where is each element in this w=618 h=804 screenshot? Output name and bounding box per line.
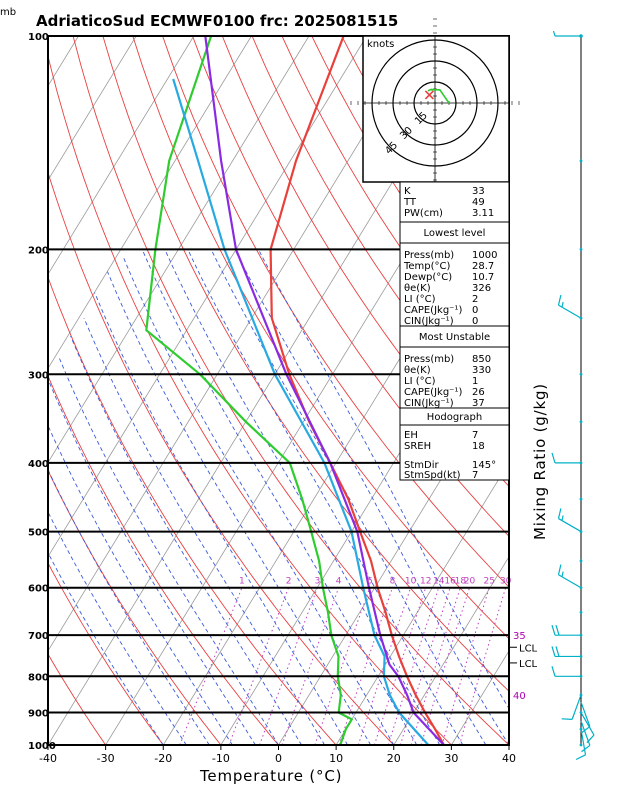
x-tick-label: -20: [154, 752, 172, 765]
pressure-unit-label: mb: [0, 7, 16, 18]
pressure-tick-label: 200: [28, 245, 49, 256]
index-value: 33: [472, 186, 485, 197]
x-tick-label: 10: [329, 752, 343, 765]
index-label: θe(K): [404, 283, 431, 294]
wind-level-dot: [580, 744, 583, 747]
pressure-tick-label: 600: [28, 584, 49, 595]
mixing-ratio-label: 6: [367, 577, 373, 587]
mixing-ratio-label: 14: [433, 577, 445, 587]
x-tick-label: 0: [275, 752, 282, 765]
dry-adiabat-label: 35: [513, 631, 526, 642]
hodograph-frame: [363, 36, 509, 182]
index-label: CIN(Jkg⁻¹): [404, 398, 454, 409]
chart-title: AdriaticoSud ECMWF0100 frc: 2025081515: [36, 12, 398, 30]
mixing-ratio-label: 25: [484, 577, 495, 587]
hodograph-unit-label: knots: [367, 39, 394, 50]
index-label: CAPE(Jkg⁻¹): [404, 305, 462, 316]
index-value: 18: [472, 441, 485, 452]
pressure-tick-label: 800: [28, 672, 49, 683]
index-label: Dewp(°C): [404, 272, 452, 283]
pressure-tick-label: 500: [28, 528, 49, 539]
mixing-ratio-label: 12: [420, 577, 431, 587]
mixing-ratio-label: 4: [336, 577, 342, 587]
index-label: StmSpd(kt): [404, 470, 461, 481]
index-value: 0: [472, 305, 478, 316]
index-label: LI (°C): [404, 376, 436, 387]
index-label: Press(mb): [404, 354, 454, 365]
mixing-ratio-label: 3: [315, 577, 321, 587]
most-unstable-title: Most Unstable: [419, 332, 490, 343]
wind-level-dot: [580, 373, 583, 376]
index-value: 26: [472, 387, 485, 398]
x-tick-label: 20: [387, 752, 401, 765]
index-label: θe(K): [404, 365, 431, 376]
pressure-tick-label: 900: [28, 709, 49, 720]
pressure-tick-label: 400: [28, 459, 49, 470]
x-axis-label: Temperature (°C): [199, 767, 342, 785]
index-label: PW(cm): [404, 208, 443, 219]
index-value: 1: [472, 376, 478, 387]
index-label: CAPE(Jkg⁻¹): [404, 387, 462, 398]
index-value: 2: [472, 294, 478, 305]
index-value: 49: [472, 197, 485, 208]
index-value: 10.7: [472, 272, 494, 283]
index-value: 7: [472, 470, 478, 481]
mixing-ratio-label: 2: [286, 577, 292, 587]
x-tick-label: 40: [502, 752, 516, 765]
index-value: 3.11: [472, 208, 494, 219]
x-tick-label: -40: [39, 752, 57, 765]
wind-level-dot: [580, 498, 583, 501]
index-label: EH: [404, 430, 418, 441]
index-label: LI (°C): [404, 294, 436, 305]
wind-level-dot: [580, 420, 583, 423]
index-label: SREH: [404, 441, 431, 452]
mixing-ratio-axis-label: Mixing Ratio (g/kg): [531, 383, 549, 540]
pressure-tick-label: 700: [28, 631, 49, 642]
index-label: TT: [403, 197, 417, 208]
index-value: 1000: [472, 250, 497, 261]
index-value: 850: [472, 354, 491, 365]
index-value: 0: [472, 316, 478, 327]
wind-level-dot: [580, 611, 583, 614]
wind-barb-flag: [562, 719, 572, 720]
index-label: Temp(°C): [403, 261, 451, 272]
pressure-tick-label: 1000: [28, 741, 56, 752]
pressure-tick-label: 300: [28, 370, 49, 381]
x-tick-label: -30: [97, 752, 115, 765]
mixing-ratio-label: 20: [464, 577, 476, 587]
mixing-ratio-label: 10: [405, 577, 417, 587]
wind-level-dot: [580, 560, 583, 563]
index-label: CIN(Jkg⁻¹): [404, 316, 454, 327]
mixing-ratio-label: 1: [239, 577, 245, 587]
index-value: 7: [472, 430, 478, 441]
index-value: 330: [472, 365, 491, 376]
index-label: K: [404, 186, 411, 197]
lcl-label: LCL: [519, 643, 538, 654]
wind-level-dot: [580, 159, 583, 162]
dry-adiabat-label: 40: [513, 691, 526, 702]
pressure-tick-label: 100: [28, 32, 49, 43]
x-tick-label: 30: [444, 752, 458, 765]
hodograph-indices-title: Hodograph: [427, 412, 482, 423]
lowest-level-title: Lowest level: [424, 228, 486, 239]
mixing-ratio-label: 8: [390, 577, 396, 587]
index-label: Press(mb): [404, 250, 454, 261]
wind-level-dot: [580, 248, 583, 251]
lcl-label: LCL: [519, 659, 538, 670]
x-tick-label: -10: [212, 752, 230, 765]
index-value: 28.7: [472, 261, 494, 272]
index-value: 37: [472, 398, 485, 409]
index-value: 326: [472, 283, 491, 294]
